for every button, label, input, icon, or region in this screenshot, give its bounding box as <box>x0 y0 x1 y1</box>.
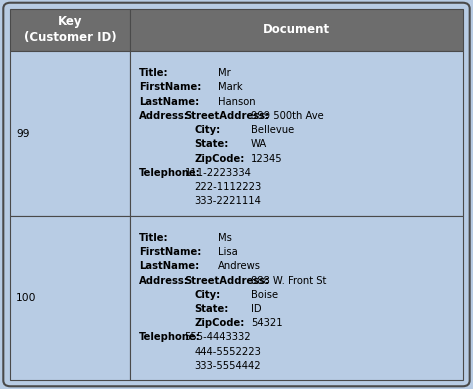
Text: Lisa: Lisa <box>218 247 237 257</box>
Text: State:: State: <box>194 304 228 314</box>
FancyBboxPatch shape <box>3 3 470 386</box>
Text: 888 W. Front St: 888 W. Front St <box>251 275 326 286</box>
Text: ID: ID <box>251 304 262 314</box>
Text: 333-2221114: 333-2221114 <box>194 196 261 206</box>
Bar <box>130 216 463 380</box>
Text: ZipCode:: ZipCode: <box>194 318 245 328</box>
Text: State:: State: <box>194 139 228 149</box>
Text: LastName:: LastName: <box>139 97 199 107</box>
Text: Document: Document <box>263 23 330 37</box>
Text: 100: 100 <box>16 293 36 303</box>
Text: Address:: Address: <box>139 275 189 286</box>
Text: 111-2223334: 111-2223334 <box>184 168 252 178</box>
Bar <box>10 216 130 380</box>
Text: 999 500th Ave: 999 500th Ave <box>251 111 324 121</box>
Text: LastName:: LastName: <box>139 261 199 271</box>
Text: Mr: Mr <box>218 68 230 78</box>
Text: 54321: 54321 <box>251 318 282 328</box>
Text: 333-5554442: 333-5554442 <box>194 361 261 371</box>
Text: Mark: Mark <box>218 82 242 93</box>
Bar <box>10 9 130 51</box>
Text: Andrews: Andrews <box>218 261 261 271</box>
Text: 99: 99 <box>16 129 30 138</box>
Text: 555-4443332: 555-4443332 <box>184 333 251 342</box>
Text: FirstName:: FirstName: <box>139 82 201 93</box>
Text: City:: City: <box>194 125 220 135</box>
Text: StreetAddress:: StreetAddress: <box>184 275 270 286</box>
Text: Boise: Boise <box>251 290 278 300</box>
Bar <box>10 51 130 216</box>
Text: City:: City: <box>194 290 220 300</box>
Text: 222-1112223: 222-1112223 <box>194 182 262 192</box>
Text: WA: WA <box>251 139 267 149</box>
Bar <box>130 9 463 51</box>
Text: Title:: Title: <box>139 233 168 243</box>
Text: 444-5552223: 444-5552223 <box>194 347 261 357</box>
Text: 12345: 12345 <box>251 154 282 164</box>
Text: ZipCode:: ZipCode: <box>194 154 245 164</box>
Text: StreetAddress:: StreetAddress: <box>184 111 270 121</box>
Text: Telephone:: Telephone: <box>139 168 201 178</box>
Text: Key
(Customer ID): Key (Customer ID) <box>24 16 117 44</box>
Text: Bellevue: Bellevue <box>251 125 294 135</box>
Text: FirstName:: FirstName: <box>139 247 201 257</box>
Text: Title:: Title: <box>139 68 168 78</box>
Text: Telephone:: Telephone: <box>139 333 201 342</box>
Text: Hanson: Hanson <box>218 97 255 107</box>
Text: Ms: Ms <box>218 233 232 243</box>
Text: Address:: Address: <box>139 111 189 121</box>
Bar <box>130 51 463 216</box>
